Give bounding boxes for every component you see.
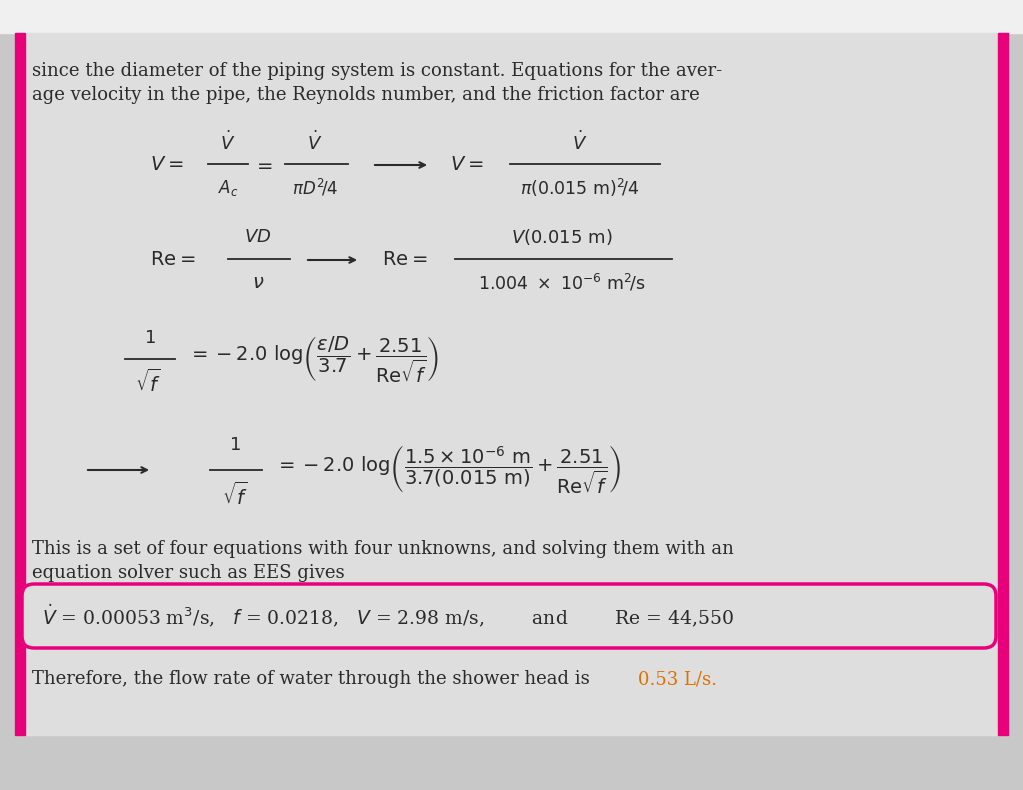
Text: $\pi (0.015\ \mathrm{m})^2\!/4$: $\pi (0.015\ \mathrm{m})^2\!/4$ bbox=[520, 177, 639, 199]
Bar bbox=[0, 0, 1023, 33]
Text: $\sqrt{f}$: $\sqrt{f}$ bbox=[135, 368, 161, 396]
Text: $1$: $1$ bbox=[144, 329, 155, 347]
Text: 0.53 L/s.: 0.53 L/s. bbox=[638, 670, 717, 688]
Text: $VD$: $VD$ bbox=[244, 228, 272, 246]
Text: $= -2.0\ \log\!\left(\dfrac{1.5 \times 10^{-6}\ \mathrm{m}}{3.7(0.015\ \mathrm{m: $= -2.0\ \log\!\left(\dfrac{1.5 \times 1… bbox=[275, 444, 621, 496]
Text: $= -2.0\ \log\!\left(\dfrac{\varepsilon/D}{3.7} + \dfrac{2.51}{\mathrm{Re}\sqrt{: $= -2.0\ \log\!\left(\dfrac{\varepsilon/… bbox=[188, 335, 439, 385]
Text: $\sqrt{f}$: $\sqrt{f}$ bbox=[222, 481, 248, 509]
Text: $1$: $1$ bbox=[229, 436, 240, 454]
Text: This is a set of four equations with four unknowns, and solving them with an: This is a set of four equations with fou… bbox=[32, 540, 733, 558]
Bar bbox=[15, 33, 25, 735]
Bar bbox=[998, 33, 1008, 735]
Text: since the diameter of the piping system is constant. Equations for the aver-: since the diameter of the piping system … bbox=[32, 62, 722, 80]
Text: $\mathrm{Re} =$: $\mathrm{Re} =$ bbox=[382, 251, 428, 269]
Text: $\dot{V}$: $\dot{V}$ bbox=[307, 130, 322, 153]
Bar bbox=[15, 33, 1008, 735]
FancyBboxPatch shape bbox=[23, 584, 996, 648]
Text: $\dot{V}$ = 0.00053 m$^3$/s,   $f$ = 0.0218,   $V$ = 2.98 m/s,        and       : $\dot{V}$ = 0.00053 m$^3$/s, $f$ = 0.021… bbox=[42, 603, 733, 630]
Text: $\dot{V}$: $\dot{V}$ bbox=[220, 130, 235, 153]
Text: $\pi D^2\!/4$: $\pi D^2\!/4$ bbox=[292, 178, 339, 198]
Text: $V(0.015\ \mathrm{m})$: $V(0.015\ \mathrm{m})$ bbox=[512, 227, 613, 247]
Text: $\mathrm{Re} =$: $\mathrm{Re} =$ bbox=[150, 251, 195, 269]
Text: $1.004\ \times\ 10^{-6}\ \mathrm{m}^2\!/\mathrm{s}$: $1.004\ \times\ 10^{-6}\ \mathrm{m}^2\!/… bbox=[479, 273, 646, 294]
Text: $\nu$: $\nu$ bbox=[252, 274, 264, 292]
Text: $V =$: $V =$ bbox=[450, 156, 484, 174]
Text: $=$: $=$ bbox=[253, 156, 273, 174]
Text: $\dot{V}$: $\dot{V}$ bbox=[572, 130, 587, 153]
Text: equation solver such as EES gives: equation solver such as EES gives bbox=[32, 564, 345, 582]
Text: Therefore, the flow rate of water through the shower head is: Therefore, the flow rate of water throug… bbox=[32, 670, 595, 688]
Text: $V =$: $V =$ bbox=[150, 156, 183, 174]
Text: age velocity in the pipe, the Reynolds number, and the friction factor are: age velocity in the pipe, the Reynolds n… bbox=[32, 86, 700, 104]
Text: $A_c$: $A_c$ bbox=[218, 178, 238, 198]
